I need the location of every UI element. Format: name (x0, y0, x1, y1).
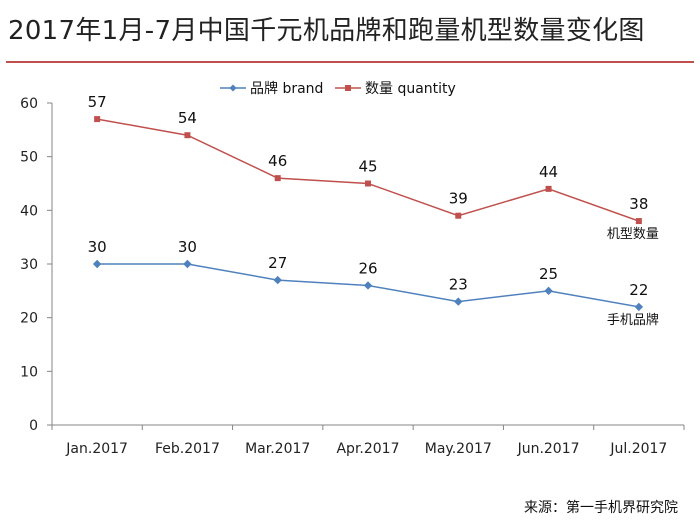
data-point-brand (92, 259, 102, 269)
x-tick-label: Jun.2017 (517, 441, 580, 457)
y-tick-label: 0 (29, 418, 38, 434)
data-label-brand: 22 (629, 281, 648, 299)
x-tick-label: Jul.2017 (609, 441, 667, 457)
data-label-quantity: 39 (449, 190, 468, 208)
legend-marker-quantity (345, 85, 351, 91)
data-point-brand (183, 259, 192, 269)
y-tick-label: 50 (20, 150, 38, 166)
page-title: 2017年1月-7月中国千元机品牌和跑量机型数量变化图 (8, 16, 645, 46)
data-point-brand (634, 302, 644, 312)
data-label-quantity: 57 (88, 93, 107, 111)
data-point-quantity (545, 185, 552, 192)
data-label-quantity: 54 (178, 109, 197, 127)
series-end-label-brand: 手机品牌 (607, 312, 659, 328)
x-tick-label: Jan.2017 (65, 441, 128, 457)
data-point-brand (454, 297, 463, 306)
data-point-brand (544, 286, 553, 296)
legend-marker-brand (229, 84, 237, 92)
y-tick-label: 60 (20, 96, 38, 112)
data-point-quantity (274, 175, 281, 182)
series-end-label-quantity: 机型数量 (607, 227, 659, 242)
y-tick-label: 20 (20, 311, 38, 327)
data-label-quantity: 44 (539, 163, 558, 181)
x-tick-label: May.2017 (425, 441, 492, 457)
data-label-brand: 30 (88, 238, 107, 256)
data-label-brand: 25 (539, 265, 558, 283)
title-underline (6, 61, 694, 63)
source-note: 来源：第一手机界研究院 (524, 500, 678, 516)
data-point-quantity (184, 132, 191, 139)
data-point-quantity (365, 180, 371, 187)
y-tick-label: 40 (20, 203, 38, 219)
x-tick-label: Feb.2017 (155, 441, 220, 457)
x-tick-label: Apr.2017 (336, 441, 399, 457)
data-point-brand (273, 275, 282, 285)
x-tick-label: Mar.2017 (245, 441, 310, 457)
y-tick-label: 10 (20, 364, 38, 380)
data-point-quantity (94, 116, 101, 123)
data-label-quantity: 38 (629, 195, 648, 213)
legend-label-brand: 品牌 brand (250, 80, 323, 97)
data-label-brand: 23 (449, 276, 468, 294)
data-point-quantity (635, 218, 642, 225)
data-label-quantity: 45 (358, 158, 377, 176)
data-label-brand: 30 (178, 238, 197, 256)
data-label-brand: 26 (358, 259, 377, 277)
data-point-quantity (455, 212, 462, 219)
legend-label-quantity: 数量 quantity (365, 81, 456, 97)
data-point-brand (363, 281, 373, 290)
y-tick-label: 30 (20, 257, 38, 273)
data-label-brand: 27 (268, 254, 287, 272)
data-label-quantity: 46 (268, 152, 287, 170)
